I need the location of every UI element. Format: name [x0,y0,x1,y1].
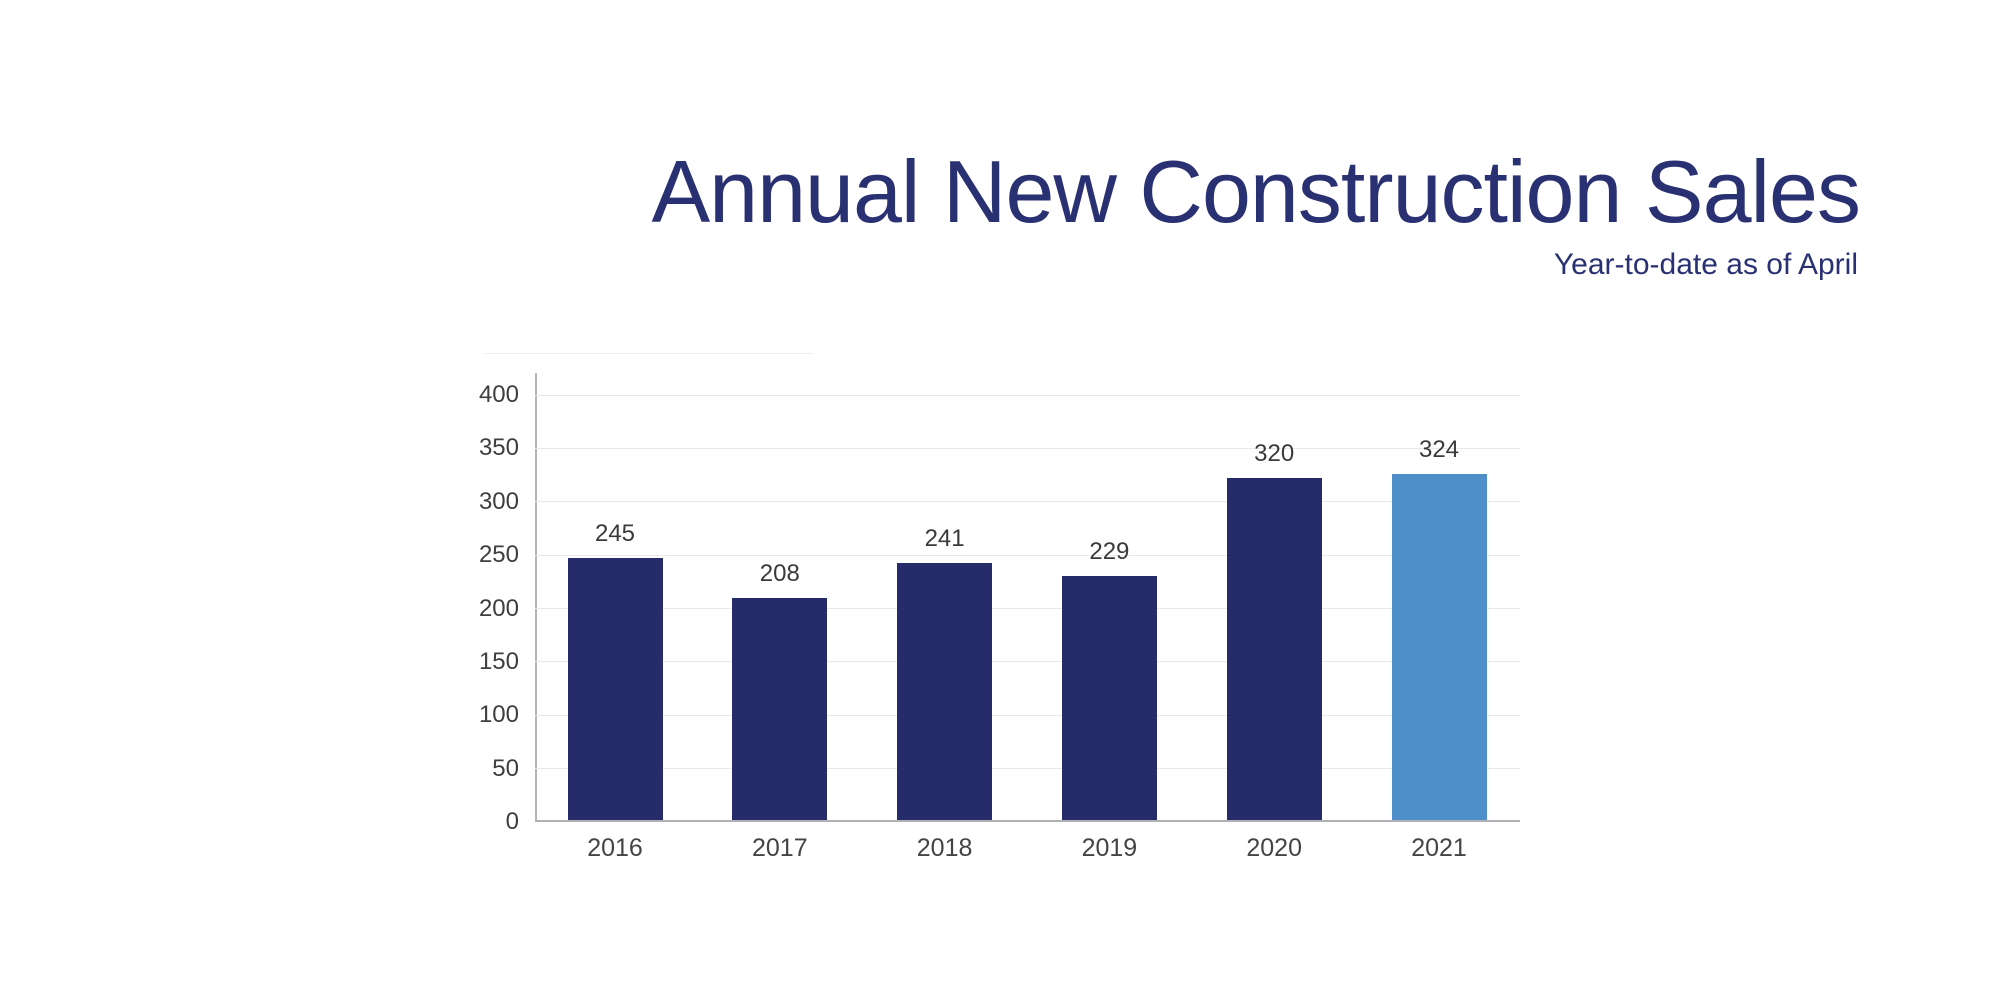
grid-line [535,768,1520,770]
grid-line [535,661,1520,663]
y-axis-tick-label: 50 [492,754,519,782]
bar-value-label: 208 [759,559,800,587]
y-axis-tick-label: 100 [478,701,519,729]
chart-subtitle: Year-to-date as of April [1553,247,1858,281]
bar-value-label: 324 [1418,436,1460,464]
grid-line [535,447,1520,449]
bar-value-label: 320 [1254,440,1295,468]
grid-line [535,394,1520,396]
y-axis-tick-label: 300 [478,487,519,515]
x-axis-category-label: 2021 [1411,834,1467,862]
bar-2017 [732,597,828,820]
y-axis-tick-label: 150 [478,647,519,675]
page-title: Annual New Construction Sales [651,142,1861,241]
x-axis-category-label: 2016 [587,834,643,862]
bar-2016 [567,558,663,820]
bar-value-label: 229 [1089,537,1130,565]
bar-chart: 245 208 241 229 320 324 0 50 100 150 200 250 300 350… [479,373,1520,862]
x-axis-category-label: 2020 [1246,834,1302,862]
x-axis-line [535,820,1520,822]
bar-2020 [1226,478,1322,820]
y-axis-line [535,373,537,822]
bar-2018 [897,562,993,820]
chart-frame-edge [484,353,814,354]
y-axis-tick-label: 350 [478,434,519,462]
y-axis-tick-label: 200 [478,594,519,622]
grid-line [535,554,1520,556]
y-axis-tick-label: 400 [478,381,519,408]
bar-value-label: 241 [924,524,965,552]
bar-2021 [1391,474,1487,820]
title-block: Annual New Construction Sales Year-to-da… [360,142,1861,282]
y-axis-tick-label: 0 [505,808,519,835]
x-axis-category-label: 2019 [1081,834,1138,862]
bar-2019 [1061,575,1157,820]
x-axis-category-label: 2017 [751,834,808,862]
y-axis-tick-label: 250 [478,541,519,569]
grid-line [535,608,1520,609]
x-axis-category-label: 2018 [916,834,973,862]
grid-line [535,714,1520,716]
grid-line [535,501,1520,503]
bar-value-label: 245 [594,520,636,548]
